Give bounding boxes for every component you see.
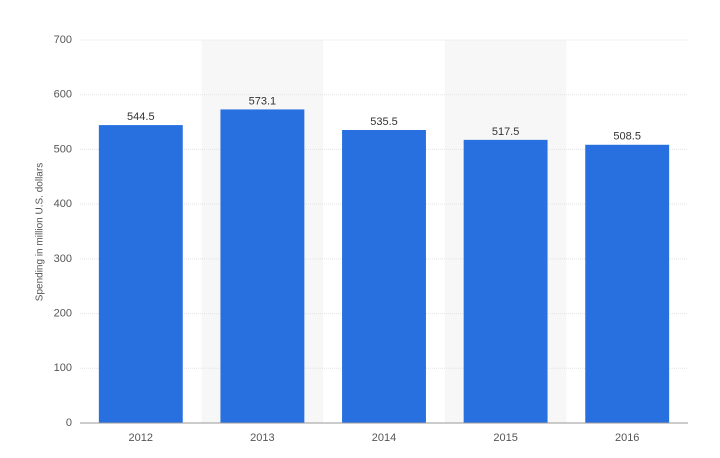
x-tick-label: 2013 xyxy=(250,432,274,444)
value-label: 573.1 xyxy=(249,95,277,107)
value-label: 517.5 xyxy=(492,126,520,138)
y-tick-label: 100 xyxy=(54,362,72,374)
x-tick-label: 2016 xyxy=(615,432,639,444)
value-label: 508.5 xyxy=(613,131,641,143)
bar xyxy=(98,125,183,423)
y-tick-label: 500 xyxy=(54,143,72,155)
value-label: 535.5 xyxy=(370,116,398,128)
bar xyxy=(463,139,548,423)
y-tick-label: 300 xyxy=(54,253,72,265)
y-tick-label: 700 xyxy=(54,34,72,46)
y-tick-label: 200 xyxy=(54,307,72,319)
x-tick-label: 2015 xyxy=(493,432,517,444)
x-tick-label: 2014 xyxy=(372,432,396,444)
y-tick-label: 0 xyxy=(66,417,72,429)
y-tick-label: 400 xyxy=(54,198,72,210)
y-tick-label: 600 xyxy=(54,89,72,101)
x-tick-label: 2012 xyxy=(129,432,153,444)
y-axis-label: Spending in million U.S. dollars xyxy=(35,163,46,301)
bar xyxy=(342,130,426,423)
value-label: 544.5 xyxy=(127,111,155,123)
bar xyxy=(220,109,305,423)
bar xyxy=(585,144,670,423)
